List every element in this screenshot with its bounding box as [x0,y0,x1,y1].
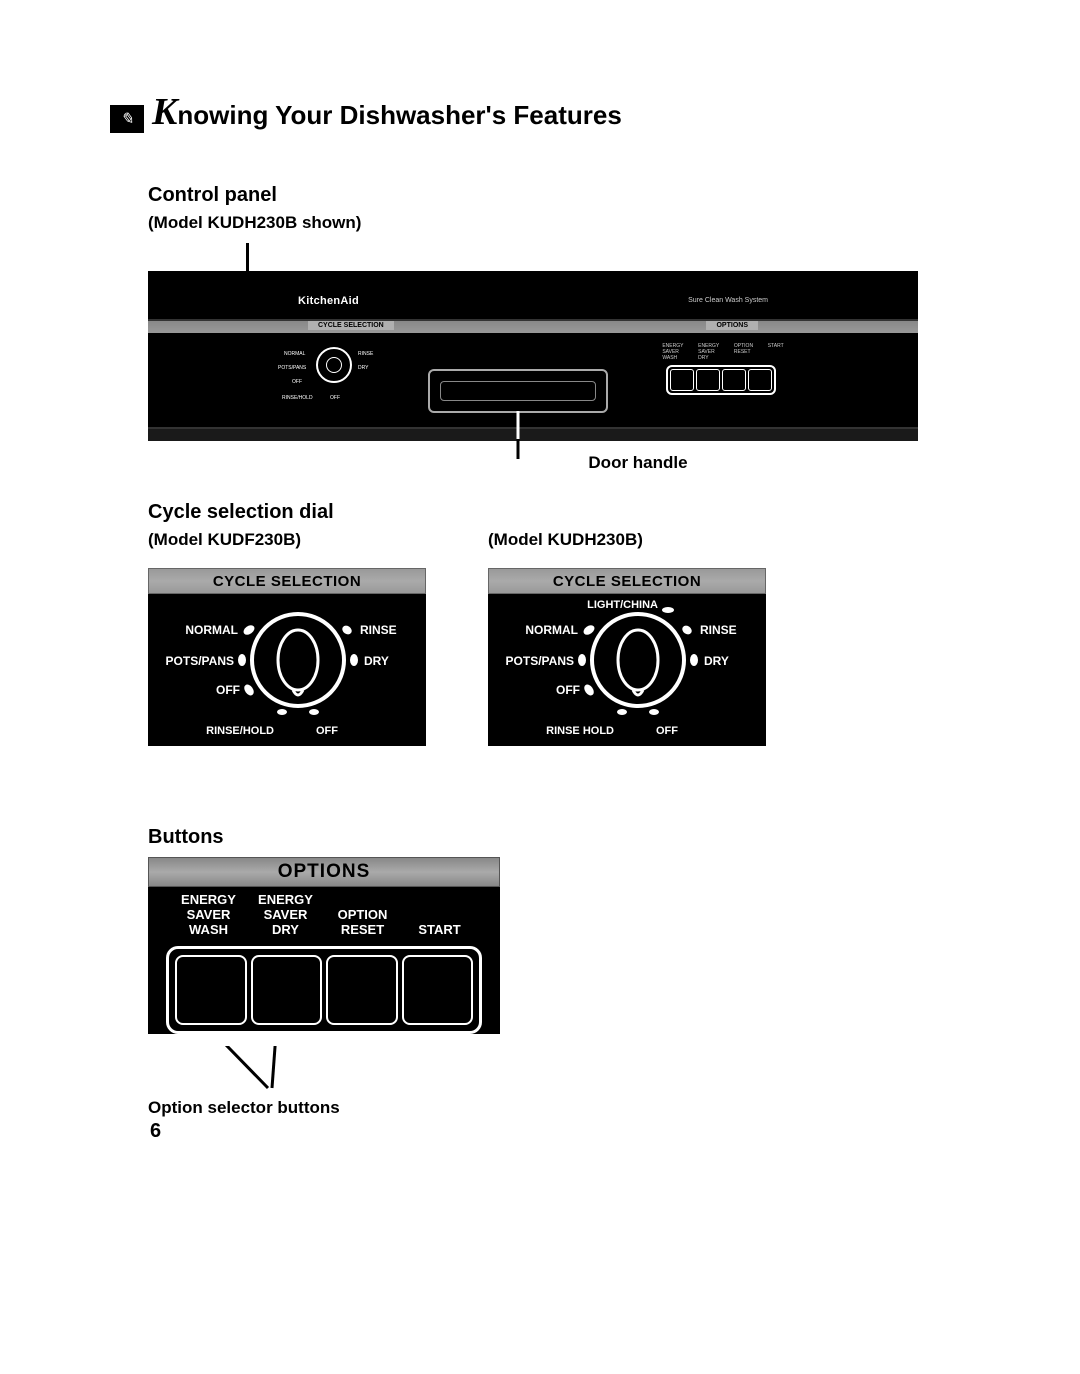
mini-dial-diagram: NORMAL POTS/PANS OFF RINSE DRY RINSE/HOL… [278,341,388,411]
heading-control-panel: Control panel [148,184,980,207]
dial-col-1: (Model KUDF230B) CYCLE SELECTION [148,530,428,746]
svg-text:RINSE/HOLD: RINSE/HOLD [206,725,274,737]
panel-top-strip [148,271,918,321]
mini-label-normal: NORMAL [284,351,305,357]
panel-base-strip [148,427,918,441]
subheading-control-panel: (Model KUDH230B shown) [148,213,980,233]
svg-text:RINSE: RINSE [700,623,737,637]
option-label-2: OPTION RESET [324,893,401,938]
panel-gray-band [148,321,918,333]
option-button-1[interactable] [251,955,323,1025]
tagline-label: Sure Clean Wash System [688,297,768,304]
svg-text:NORMAL: NORMAL [185,623,238,637]
dial-svg-1: NORMAL POTS/PANS OFF RINSE DRY RINSE/HOL… [148,594,426,746]
svg-text:OFF: OFF [556,683,580,697]
door-handle-label: Door handle [348,453,928,473]
dial-caption-1: (Model KUDF230B) [148,530,428,550]
heading-buttons: Buttons [148,826,980,849]
options-pointer-icon [148,1046,500,1096]
svg-text:DRY: DRY [364,654,389,668]
svg-text:RINSE HOLD: RINSE HOLD [546,725,614,737]
page-title: ✎ Knowing Your Dishwasher's Features [110,90,980,134]
svg-text:OFF: OFF [316,725,338,737]
svg-text:DRY: DRY [704,654,729,668]
mini-label-pots: POTS/PANS [278,365,306,371]
dials-row: (Model KUDF230B) CYCLE SELECTION [148,530,980,746]
title-text: nowing Your Dishwasher's Features [177,100,621,130]
mini-btn-lbl-2: OPTIONRESET [734,343,753,361]
buttons-section: Buttons OPTIONS ENERGY SAVER WASH ENERGY… [148,826,980,1118]
svg-text:NORMAL: NORMAL [525,623,578,637]
dial-box-2: CYCLE SELECTION [488,568,766,746]
options-button-frame [166,946,482,1034]
control-panel-figure: KitchenAid Sure Clean Wash System CYCLE … [148,243,928,473]
options-header: OPTIONS [148,857,500,887]
panel-strip-right-label: OPTIONS [706,321,758,330]
dial-svg-2: LIGHT/CHINA NORMAL POTS/PANS OFF RINSE D… [488,594,766,746]
brand-label: KitchenAid [298,295,359,307]
dial-col-2: (Model KUDH230B) CYCLE SELECTION [488,530,768,746]
pointer-line-top [246,243,249,271]
options-labels-row: ENERGY SAVER WASH ENERGY SAVER DRY OPTIO… [148,887,500,942]
mini-btn-lbl-1: ENERGYSAVERDRY [698,343,719,361]
title-initial: K [152,91,177,133]
pointer-line-handle [515,411,521,441]
mini-label-rinse: RINSE [358,351,373,357]
page-number: 6 [150,1120,161,1143]
mini-buttons-diagram: ENERGYSAVERWASH ENERGYSAVERDRY OPTIONRES… [658,343,788,395]
mini-label-off2: OFF [330,395,340,401]
option-button-2[interactable] [326,955,398,1025]
svg-text:OFF: OFF [656,725,678,737]
panel-strip-left-label: CYCLE SELECTION [308,321,394,330]
mini-label-off: OFF [292,379,302,385]
options-caption: Option selector buttons [148,1098,980,1118]
control-panel-diagram: KitchenAid Sure Clean Wash System CYCLE … [148,271,918,441]
svg-text:LIGHT/CHINA: LIGHT/CHINA [587,599,658,611]
option-button-0[interactable] [175,955,247,1025]
svg-text:POTS/PANS: POTS/PANS [506,654,574,668]
mini-btn-lbl-0: ENERGYSAVERWASH [662,343,683,361]
option-label-3: START [401,893,478,938]
mini-btn-lbl-3: START [768,343,784,361]
svg-text:RINSE: RINSE [360,623,397,637]
option-button-3[interactable] [402,955,474,1025]
mini-label-dry: DRY [358,365,368,371]
title-badge-icon: ✎ [110,105,144,133]
mini-label-rinsehold: RINSE/HOLD [282,395,313,401]
pointer-line-handle-ext [515,439,521,459]
dial-header-1: CYCLE SELECTION [148,568,426,594]
dial-caption-2: (Model KUDH230B) [488,530,768,550]
dial-header-2: CYCLE SELECTION [488,568,766,594]
dial-box-1: CYCLE SELECTION NORMAL POTS/ [148,568,426,746]
option-label-1: ENERGY SAVER DRY [247,893,324,938]
option-label-0: ENERGY SAVER WASH [170,893,247,938]
svg-text:POTS/PANS: POTS/PANS [166,654,234,668]
heading-cycle-selection: Cycle selection dial [148,501,980,524]
door-handle-diagram [428,369,608,413]
options-box: OPTIONS ENERGY SAVER WASH ENERGY SAVER D… [148,857,500,1034]
svg-text:OFF: OFF [216,683,240,697]
